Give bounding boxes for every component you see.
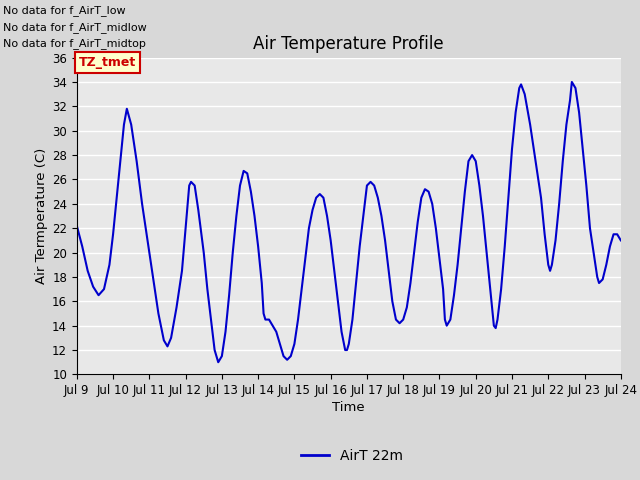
Text: TZ_tmet: TZ_tmet <box>79 56 136 69</box>
Text: No data for f_AirT_low: No data for f_AirT_low <box>3 5 126 16</box>
Title: Air Temperature Profile: Air Temperature Profile <box>253 35 444 53</box>
Y-axis label: Air Termperature (C): Air Termperature (C) <box>35 148 48 284</box>
X-axis label: Time: Time <box>333 401 365 414</box>
Legend: AirT 22m: AirT 22m <box>296 443 408 468</box>
Text: No data for f_AirT_midtop: No data for f_AirT_midtop <box>3 38 146 49</box>
Text: No data for f_AirT_midlow: No data for f_AirT_midlow <box>3 22 147 33</box>
